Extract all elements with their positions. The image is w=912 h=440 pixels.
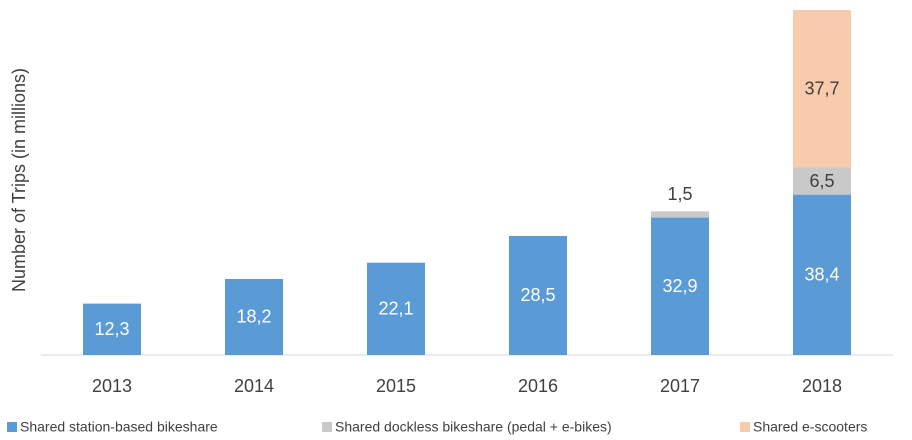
legend-swatch — [322, 422, 332, 432]
data-label: 6,5 — [809, 171, 834, 191]
data-label: 38,4 — [804, 265, 839, 285]
legend-label: Shared dockless bikeshare (pedal + e-bik… — [335, 419, 612, 435]
bar-segment — [651, 211, 709, 218]
bar-segment — [225, 278, 283, 355]
data-label: 1,5 — [667, 184, 692, 204]
x-tick-label: 2014 — [234, 376, 274, 396]
bar-segment — [651, 217, 709, 355]
bar-segment — [793, 194, 851, 355]
data-label: 22,1 — [378, 299, 413, 319]
bar-segment — [367, 262, 425, 355]
y-axis-label: Number of Trips (in millions) — [9, 68, 29, 292]
x-tick-label: 2015 — [376, 376, 416, 396]
bar-segment — [793, 167, 851, 195]
legend-swatch — [740, 422, 750, 432]
bar-segment — [83, 303, 141, 355]
data-label: 18,2 — [236, 307, 271, 327]
legend-label: Shared station-based bikeshare — [20, 419, 218, 435]
x-tick-label: 2017 — [660, 376, 700, 396]
bar-segment — [793, 10, 851, 168]
data-label: 32,9 — [662, 276, 697, 296]
legend-swatch — [7, 422, 17, 432]
data-label: 37,7 — [804, 78, 839, 98]
x-tick-label: 2016 — [518, 376, 558, 396]
legend-label: Shared e-scooters — [753, 419, 867, 435]
bar-segment — [509, 235, 567, 355]
x-tick-label: 2018 — [802, 376, 842, 396]
x-tick-label: 2013 — [92, 376, 132, 396]
data-label: 28,5 — [520, 285, 555, 305]
data-label: 12,3 — [94, 319, 129, 339]
